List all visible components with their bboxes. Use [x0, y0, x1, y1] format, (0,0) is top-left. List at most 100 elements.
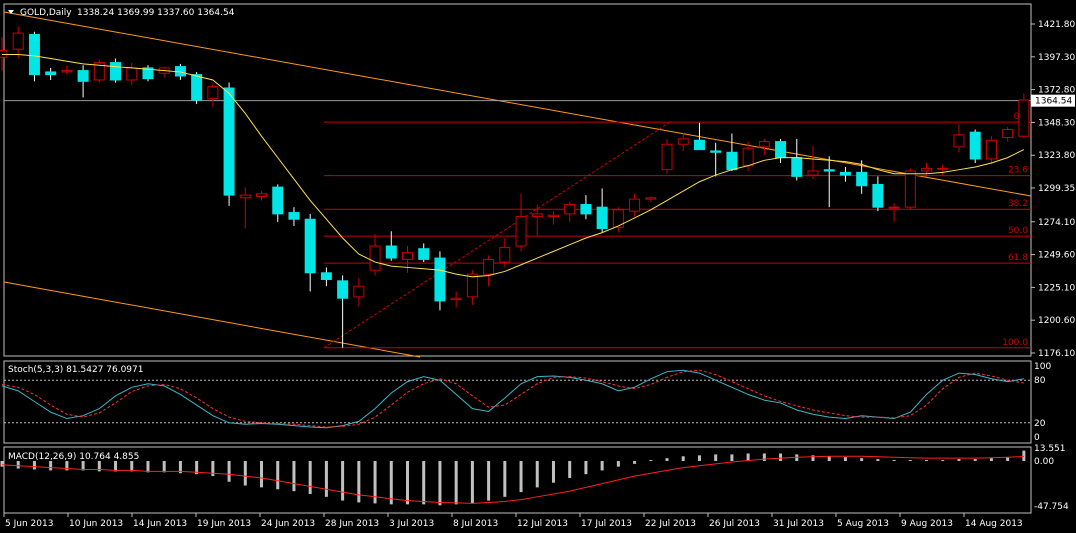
macd-histogram-bar [762, 453, 766, 461]
price-tick-label: 1274.10 [1038, 218, 1075, 228]
macd-histogram-bar [308, 461, 312, 494]
candle-body [12, 32, 24, 50]
price-tick-label: 1200.60 [1038, 316, 1075, 326]
candle-body [710, 150, 722, 153]
macd-histogram-bar [535, 461, 539, 488]
candle-body [531, 213, 543, 218]
stoch-tick-label: 100 [1034, 362, 1051, 372]
candle-body [629, 198, 641, 212]
macd-histogram-bar [908, 460, 912, 462]
time-tick-label: 17 Jul 2013 [581, 519, 632, 529]
candle-body [239, 194, 251, 199]
candle-body [758, 141, 770, 148]
panel-frames [3, 3, 1032, 514]
candle-body [612, 209, 624, 228]
macd-panel: 13.551 0.00 -47.754 [0, 444, 1069, 512]
candle-body [856, 171, 868, 187]
macd-histogram-bar [616, 461, 620, 467]
macd-histogram-bar [519, 461, 523, 493]
fib-trendline [323, 121, 671, 349]
macd-histogram-bar [503, 461, 507, 497]
time-tick-label: 14 Aug 2013 [965, 519, 1023, 529]
price-tick-label: 1225.10 [1038, 283, 1075, 293]
candle-body [0, 50, 8, 58]
price-panel-frame [3, 3, 1032, 357]
macd-tick-label: 13.551 [1034, 444, 1066, 454]
stoch-signal-line [1, 369, 1024, 428]
macd-histogram-bar [973, 459, 977, 461]
macd-histogram-bar [697, 455, 701, 461]
price-tick-label: 1323.80 [1038, 151, 1075, 161]
macd-histogram-bar [260, 461, 264, 488]
time-tick-label: 22 Jul 2013 [645, 519, 696, 529]
candle-body [110, 62, 122, 81]
candle-body [645, 197, 657, 200]
macd-histogram-bar [195, 461, 199, 475]
macd-histogram-bar [406, 461, 409, 505]
macd-histogram-bar [162, 461, 166, 473]
time-tick-label: 3 Jul 2013 [389, 519, 434, 529]
ohlc-values: 1338.24 1369.99 1337.60 1364.54 [77, 8, 235, 18]
candle-body [823, 169, 835, 172]
macd-histogram-bar [584, 461, 588, 475]
stoch-title: Stoch(5,3,3) 81.5427 76.0971 [8, 365, 143, 375]
macd-histogram-bar [292, 461, 296, 492]
candle-body [726, 151, 738, 171]
macd-histogram-bar [454, 461, 458, 505]
moving-average-line [2, 54, 1025, 278]
candle-body [742, 147, 754, 167]
candle-body [969, 131, 981, 160]
time-tick-label: 31 Jul 2013 [773, 519, 824, 529]
macd-histogram-bar [649, 460, 653, 462]
macd-histogram-bar [876, 459, 880, 461]
macd-histogram-bar [178, 461, 182, 474]
candle-body [28, 33, 40, 76]
time-tick-label: 8 Jul 2013 [453, 519, 498, 529]
candle-body [207, 86, 219, 100]
macd-histogram-bar [487, 461, 491, 501]
candle-body [337, 280, 349, 299]
macd-title: MACD(12,26,9) 10.764 4.855 [8, 452, 139, 462]
price-tick-label: 1176.10 [1038, 349, 1075, 359]
candle-body [320, 272, 332, 280]
macd-histogram-bar [941, 460, 945, 462]
time-axis: 5 Jun 2013 10 Jun 2013 14 Jun 2013 19 Jun 2… [3, 513, 1023, 529]
macd-histogram-bar [227, 461, 231, 482]
macd-histogram-bar [32, 461, 36, 470]
fib-level-label: 100.0 [1002, 338, 1028, 348]
price-tick-label: 1372.80 [1038, 86, 1075, 96]
candle-body [369, 245, 381, 271]
macd-histogram-bar [681, 456, 685, 461]
candle-body [288, 212, 300, 220]
time-tick-label: 24 Jun 2013 [261, 519, 315, 529]
time-tick-label: 5 Jun 2013 [5, 519, 53, 529]
candle-body [142, 67, 154, 80]
time-tick-label: 12 Jul 2013 [517, 519, 568, 529]
time-tick-label: 9 Aug 2013 [901, 519, 953, 529]
candle-body [353, 285, 365, 298]
price-tick-label: 1299.35 [1038, 184, 1075, 194]
macd-histogram-bar [827, 456, 831, 461]
candle-body [596, 206, 608, 230]
candle-body [45, 71, 57, 76]
candle-body [580, 204, 592, 215]
macd-histogram-bar [989, 458, 993, 461]
macd-histogram-bar [1006, 457, 1010, 461]
candle-body [872, 183, 884, 208]
triangle-down-icon[interactable] [8, 10, 14, 14]
macd-histogram-bar [470, 461, 474, 504]
candle-body [191, 74, 203, 101]
macd-histogram-bar [843, 457, 847, 461]
macd-histogram-bar [97, 461, 101, 472]
candle-body [888, 206, 900, 209]
candle-body [515, 216, 527, 247]
symbol-label: GOLD,Daily [20, 8, 72, 18]
candle-body [775, 141, 787, 159]
fib-level-label: 61.8 [1008, 253, 1028, 263]
stoch-tick-label: 80 [1034, 376, 1046, 386]
price-tick-label: 1249.60 [1038, 251, 1075, 261]
macd-histogram-bar [746, 453, 750, 461]
macd-histogram-bar [389, 461, 393, 505]
candle-body [126, 67, 138, 81]
